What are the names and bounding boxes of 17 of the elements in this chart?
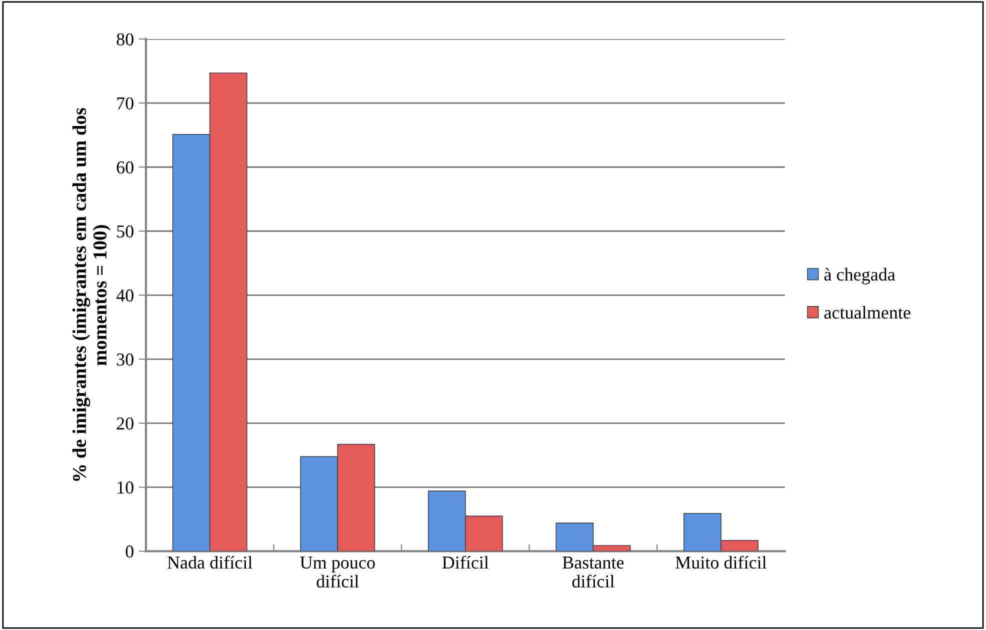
y-tick-label: 20 xyxy=(116,417,134,430)
legend-label: à chegada xyxy=(824,268,896,284)
x-tick-label: Um pouco difícil xyxy=(300,556,375,588)
y-tick-label: 70 xyxy=(117,97,134,110)
y-tick-label: 30 xyxy=(116,353,134,366)
y-tick-label: 60 xyxy=(116,161,134,174)
y-tick-label: 0 xyxy=(126,546,134,558)
y-tick-label: 10 xyxy=(118,481,134,494)
y-tick-label: 50 xyxy=(117,225,134,238)
y-tick-label: 40 xyxy=(116,289,134,302)
legend-label: actualmente xyxy=(824,306,910,319)
x-tick-label: Bastante difícil xyxy=(562,556,624,588)
y-axis-title: % de imigrantes (imigrantes em cada um dos momentos = 100) xyxy=(72,108,111,481)
x-tick-label: Difícil xyxy=(442,556,489,569)
x-tick-label: Muito difícil xyxy=(676,556,766,569)
y-tick-label: 80 xyxy=(116,33,134,46)
x-tick-label: Nada difícil xyxy=(167,556,252,569)
